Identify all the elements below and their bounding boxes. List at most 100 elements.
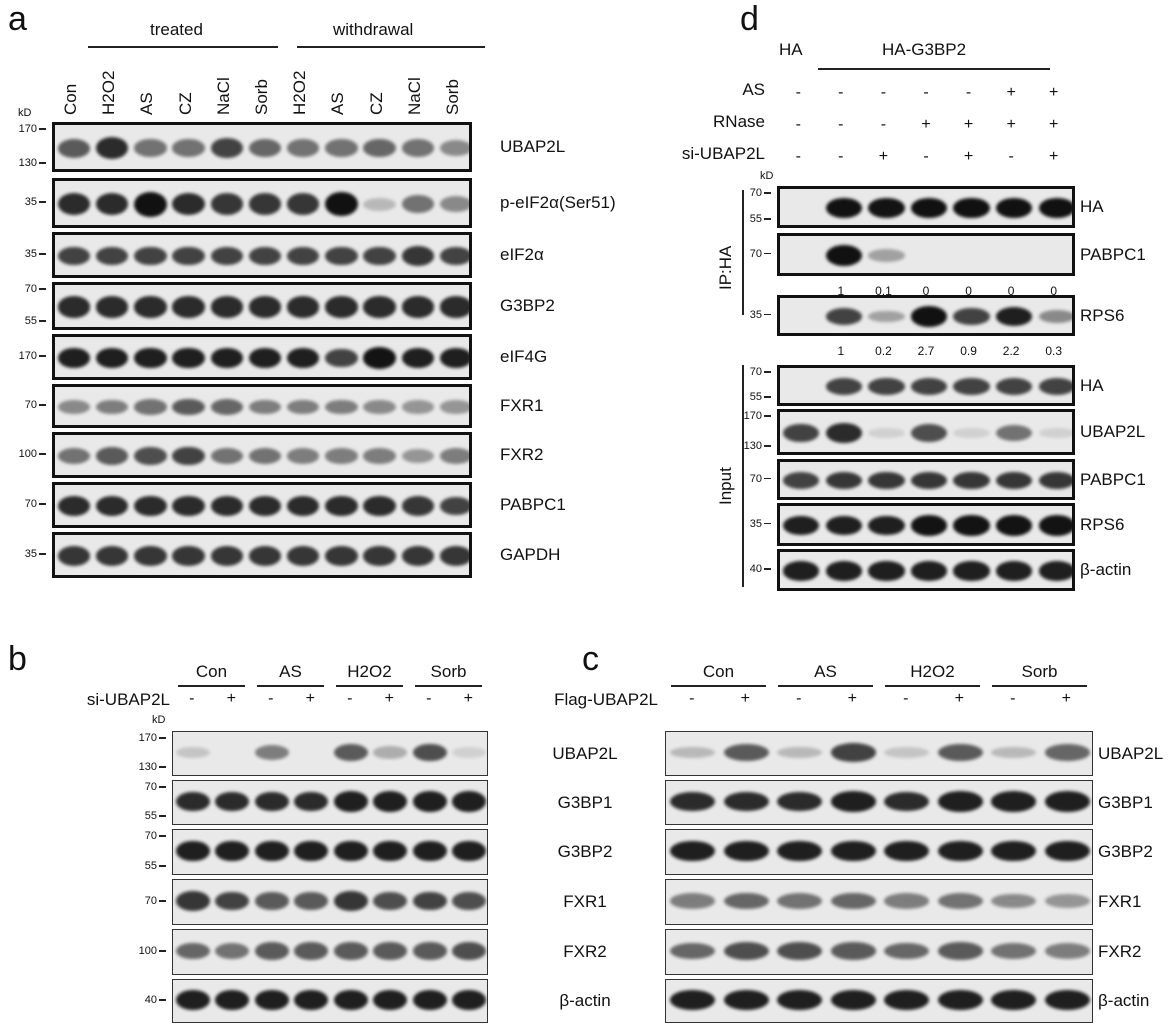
condition-label: si-UBAP2L bbox=[681, 144, 765, 163]
band bbox=[210, 193, 244, 215]
band bbox=[175, 942, 210, 960]
band bbox=[172, 495, 205, 517]
band bbox=[373, 746, 408, 759]
band bbox=[412, 989, 447, 1010]
sign-minus: - bbox=[795, 84, 801, 101]
band bbox=[215, 891, 250, 911]
band bbox=[172, 546, 205, 566]
band bbox=[325, 348, 358, 368]
band bbox=[57, 296, 91, 318]
sign-plus: + bbox=[463, 690, 473, 707]
band bbox=[363, 495, 396, 517]
sign-minus: - bbox=[923, 148, 929, 165]
group-withdrawal: withdrawal bbox=[333, 20, 414, 39]
blot-g3bp2 bbox=[172, 829, 488, 875]
blot-label: RPS6 bbox=[1080, 514, 1125, 534]
blot-g3bp2 bbox=[665, 829, 1093, 875]
band bbox=[996, 515, 1033, 536]
marker-35: 35 bbox=[737, 518, 771, 530]
band bbox=[254, 989, 289, 1010]
band bbox=[830, 743, 876, 762]
band bbox=[777, 840, 823, 862]
band bbox=[286, 399, 320, 415]
sign-plus: + bbox=[1049, 148, 1059, 165]
band bbox=[286, 296, 320, 318]
band bbox=[172, 347, 205, 369]
band bbox=[1044, 989, 1090, 1010]
quant-value: 2.7 bbox=[917, 344, 935, 358]
marker-70: 70 bbox=[737, 187, 771, 199]
band bbox=[172, 446, 205, 466]
band bbox=[254, 791, 289, 812]
band bbox=[723, 791, 769, 812]
blot-label: p-eIF2α(Ser51) bbox=[500, 193, 616, 212]
band bbox=[670, 942, 716, 960]
kd-label: kD bbox=[18, 107, 32, 119]
blot-pabpc1 bbox=[777, 233, 1075, 276]
group-label: H2O2 bbox=[910, 662, 955, 681]
sign-minus: - bbox=[268, 690, 274, 707]
blot-label: FXR1 bbox=[563, 892, 607, 911]
blot-label: HA bbox=[1080, 197, 1104, 216]
band bbox=[172, 193, 205, 215]
band bbox=[452, 891, 487, 911]
sign-plus: + bbox=[847, 690, 857, 707]
band bbox=[254, 744, 289, 761]
band bbox=[910, 561, 948, 581]
band bbox=[175, 746, 210, 758]
marker-35: 35 bbox=[12, 248, 46, 260]
band bbox=[248, 296, 282, 318]
band bbox=[248, 546, 282, 566]
band bbox=[868, 198, 905, 218]
marker-170: 170 bbox=[132, 732, 166, 744]
band bbox=[439, 196, 469, 212]
sign-plus: + bbox=[963, 148, 974, 165]
band bbox=[286, 246, 320, 266]
band bbox=[777, 941, 823, 961]
band bbox=[439, 140, 469, 156]
band bbox=[210, 137, 244, 159]
sign-minus: - bbox=[1008, 148, 1014, 165]
band bbox=[333, 791, 368, 812]
band bbox=[363, 546, 396, 566]
band bbox=[1038, 309, 1072, 324]
band bbox=[294, 892, 329, 910]
band bbox=[286, 347, 320, 369]
band bbox=[825, 378, 862, 395]
band bbox=[401, 195, 434, 213]
band bbox=[996, 378, 1033, 395]
sign-plus: + bbox=[305, 690, 315, 707]
band bbox=[452, 989, 487, 1010]
band bbox=[991, 893, 1037, 909]
band bbox=[412, 840, 447, 862]
blot-label: PABPC1 bbox=[500, 495, 566, 514]
band bbox=[910, 197, 948, 219]
input-label: Input bbox=[716, 467, 735, 505]
group-line bbox=[992, 685, 1087, 687]
band bbox=[363, 347, 396, 369]
condition-label: AS bbox=[742, 80, 765, 99]
group-label: AS bbox=[814, 662, 837, 681]
sign-plus: + bbox=[878, 148, 889, 165]
band bbox=[134, 347, 167, 369]
band bbox=[1044, 943, 1090, 959]
band bbox=[373, 989, 408, 1010]
blot-label: β-actin bbox=[559, 991, 611, 1010]
band bbox=[96, 193, 129, 215]
band bbox=[248, 138, 282, 158]
blot-label: eIF4G bbox=[500, 347, 548, 366]
band bbox=[884, 746, 930, 758]
band bbox=[325, 495, 358, 517]
blot-rps6 bbox=[777, 503, 1075, 546]
band bbox=[953, 197, 990, 219]
group-label: Con bbox=[195, 662, 228, 681]
marker-100: 100 bbox=[132, 945, 166, 957]
sign-plus: + bbox=[1049, 84, 1059, 101]
construct-label: HA-G3BP2 bbox=[882, 40, 967, 59]
sign-plus: + bbox=[1006, 84, 1016, 101]
band bbox=[333, 743, 368, 762]
blot-eif4g bbox=[52, 334, 472, 380]
band bbox=[783, 515, 820, 536]
band bbox=[884, 840, 930, 862]
band bbox=[723, 989, 769, 1010]
